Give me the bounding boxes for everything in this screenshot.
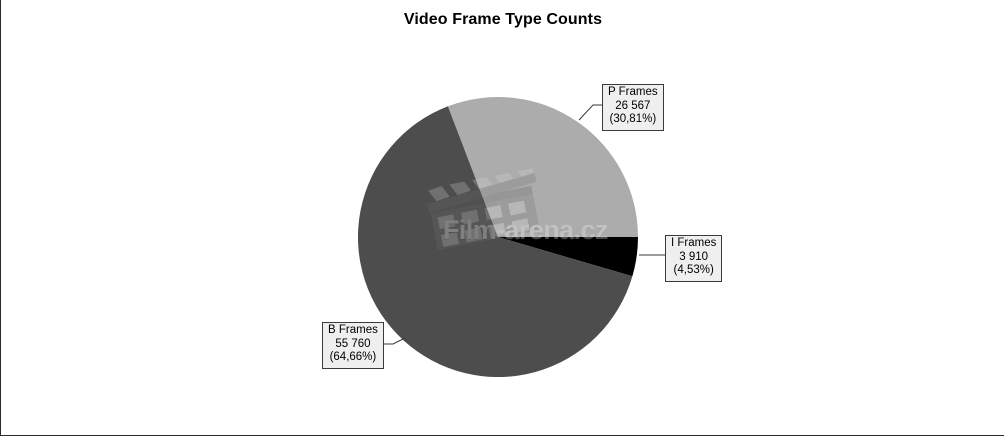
pie-chart — [358, 97, 638, 377]
callout-p-frames-percent: (30,81%) — [609, 113, 657, 125]
callout-i-frames-value: 3 910 — [679, 250, 709, 263]
pie-slice-p-frames[interactable] — [447, 97, 638, 237]
callout-p-frames-value: 26 567 — [615, 99, 651, 112]
callout-b-frames-name: B Frames — [328, 324, 378, 336]
callout-p-frames[interactable]: P Frames 26 567 (30,81%) — [602, 84, 664, 131]
callout-b-frames-percent: (64,66%) — [329, 351, 377, 363]
callout-i-frames[interactable]: I Frames 3 910 (4,53%) — [665, 235, 723, 282]
callout-i-frames-percent: (4,53%) — [673, 264, 714, 276]
callout-i-frames-name: I Frames — [671, 237, 717, 249]
callout-b-frames[interactable]: B Frames 55 760 (64,66%) — [322, 322, 384, 369]
pie-slice-i-frames[interactable] — [498, 237, 638, 277]
pie-slice-b-frames[interactable] — [358, 106, 633, 377]
page-title: Video Frame Type Counts — [403, 11, 603, 28]
callout-p-frames-name: P Frames — [608, 86, 658, 98]
callout-b-frames-value: 55 760 — [335, 337, 371, 350]
